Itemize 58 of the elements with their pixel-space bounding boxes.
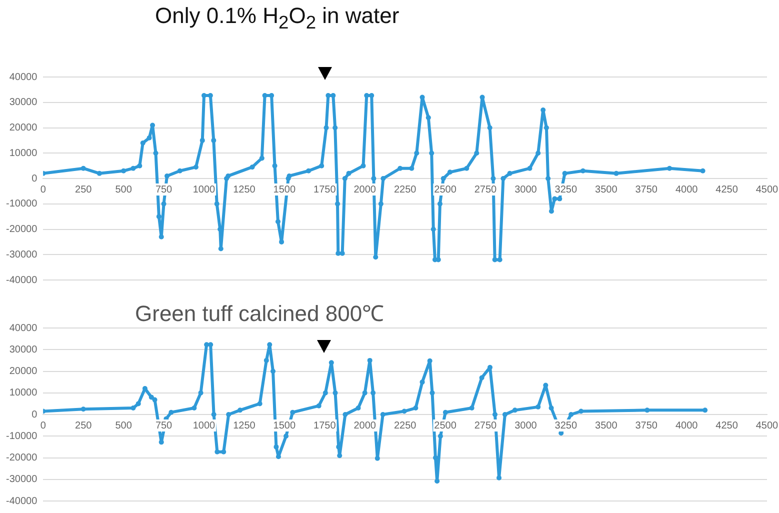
y-tick-label: 40000 [9,322,38,334]
y-tick-label: 30000 [9,344,38,356]
y-tick-label: -20000 [6,224,38,235]
x-tick-label: 2750 [474,420,498,432]
x-tick-label: 1750 [314,184,336,196]
x-tick-label: 3250 [554,420,578,432]
y-tick-label: -10000 [6,198,38,210]
y-tick-label: -40000 [6,274,38,286]
x-tick-label: 4500 [756,420,779,432]
chart-title: Green tuff calcined 800℃ [135,300,384,327]
x-tick-label: 1250 [233,184,256,196]
x-tick-label: 2250 [394,420,417,432]
x-tick-label: 2250 [394,184,417,196]
x-tick-label: 3000 [514,420,538,432]
y-tick-label: -30000 [6,249,38,260]
y-tick-label: 10000 [9,388,38,399]
y-tick-label: 20000 [9,366,38,377]
x-tick-label: 2000 [354,420,376,432]
y-tick-label: 0 [32,173,38,184]
x-tick-label: 2500 [434,184,457,196]
x-tick-label: 500 [115,420,132,432]
x-tick-label: 4500 [756,184,779,196]
x-tick-label: 750 [155,184,173,196]
chart-title: Only 0.1% H$_{2}$O$_{2}$ in water [155,3,400,34]
x-tick-label: 250 [75,420,92,432]
y-tick-label: 40000 [9,72,38,83]
y-tick-label: -10000 [6,430,38,442]
x-tick-label: 1750 [314,420,336,432]
x-tick-label: 3250 [554,184,578,196]
y-tick-label: -30000 [6,474,38,486]
x-tick-label: 250 [75,184,92,196]
x-tick-label: 750 [155,420,173,432]
y-tick-label: 30000 [9,97,38,108]
y-tick-label: -40000 [6,496,38,507]
x-tick-label: 3750 [635,184,658,196]
x-tick-label: 4000 [675,420,698,432]
x-tick-label: 1000 [192,184,216,196]
x-tick-label: 1500 [273,184,296,196]
x-tick-label: 3750 [635,420,658,432]
x-tick-label: 4250 [716,184,738,196]
x-tick-label: 500 [115,184,132,196]
x-tick-label: 1000 [192,420,216,432]
x-tick-label: 3000 [514,184,538,196]
x-tick-label: 3500 [595,420,618,432]
x-tick-label: 1500 [273,420,296,432]
y-tick-label: 0 [32,409,38,420]
x-tick-label: 4000 [675,184,698,196]
x-tick-label: 3500 [595,184,618,196]
x-tick-label: 0 [40,184,46,196]
x-tick-label: 2750 [474,184,498,196]
x-tick-label: 1250 [233,420,256,432]
x-tick-label: 2500 [434,420,457,432]
y-tick-label: 10000 [9,148,38,159]
y-tick-label: -20000 [6,452,38,464]
x-tick-label: 2000 [354,184,376,196]
x-tick-label: 4250 [716,420,738,432]
x-tick-label: 0 [40,420,46,432]
y-tick-label: 20000 [9,122,38,134]
